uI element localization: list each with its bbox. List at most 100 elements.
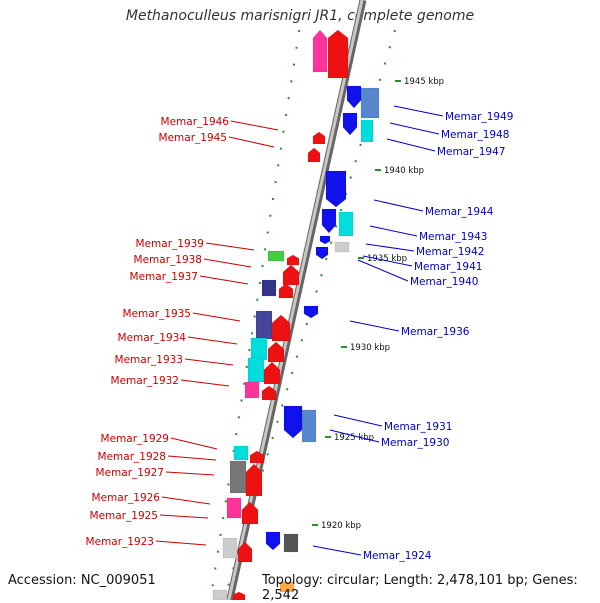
gene-shape — [261, 385, 277, 401]
gene-shape — [315, 246, 329, 260]
left-gene-label: Memar_1932 — [111, 375, 179, 387]
right-leader-line — [365, 243, 415, 252]
gene-shape — [279, 581, 295, 593]
left-leader-line — [165, 471, 215, 476]
left-gene-label: Memar_1933 — [115, 354, 183, 366]
gene-shape — [271, 314, 291, 342]
gene-shape — [360, 87, 380, 119]
left-leader-line — [184, 358, 234, 366]
gene-shape — [249, 450, 265, 464]
left-leader-line — [155, 540, 207, 546]
gene-shape — [282, 264, 300, 286]
left-gene-label: Memar_1945 — [159, 132, 227, 144]
scale-label: 1920 kbp — [321, 521, 361, 531]
left-leader-line — [192, 312, 241, 322]
left-leader-line — [228, 136, 275, 148]
right-leader-line — [393, 105, 444, 117]
right-gene-label: Memar_1924 — [363, 550, 432, 562]
topology-label: Topology: circular; Length: 2,478,101 bp… — [262, 573, 578, 603]
right-gene-label: Memar_1936 — [401, 326, 470, 338]
right-leader-line — [312, 545, 362, 556]
gene-shape — [303, 305, 319, 319]
right-leader-line — [362, 255, 413, 267]
left-leader-line — [203, 258, 252, 268]
right-gene-label: Memar_1947 — [437, 146, 505, 158]
gene-shape — [255, 310, 273, 340]
left-gene-label: Memar_1926 — [92, 492, 161, 504]
right-gene-label: Memar_1931 — [384, 421, 452, 433]
gene-shape — [325, 170, 347, 208]
left-leader-line — [230, 120, 279, 131]
gene-shape — [233, 445, 249, 461]
gene-shape — [319, 235, 331, 245]
right-gene-label: Memar_1940 — [410, 276, 478, 288]
left-gene-label: Memar_1929 — [101, 433, 169, 445]
gene-shape — [247, 357, 265, 383]
left-leader-line — [159, 514, 209, 519]
gene-shape — [261, 279, 277, 297]
gene-shape — [229, 460, 247, 494]
right-gene-label: Memar_1944 — [425, 206, 494, 218]
left-gene-label: Memar_1934 — [118, 332, 187, 344]
gene-shape — [267, 341, 285, 363]
left-leader-line — [180, 379, 230, 387]
right-leader-line — [369, 225, 418, 237]
right-gene-label: Memar_1942 — [416, 246, 484, 258]
gene-shape — [265, 531, 281, 551]
right-leader-line — [333, 414, 383, 427]
right-gene-label: Memar_1948 — [441, 129, 509, 141]
gene-shape — [250, 337, 268, 361]
scale-label: 1925 kbp — [334, 433, 374, 443]
left-leader-line — [187, 336, 238, 345]
right-gene-label: Memar_1943 — [419, 231, 487, 243]
gene-shape — [278, 283, 294, 299]
gene-shape — [245, 463, 263, 497]
gene-shape — [307, 147, 321, 163]
gene-shape — [312, 131, 326, 145]
left-gene-label: Memar_1935 — [123, 308, 191, 320]
scale-label: 1945 kbp — [404, 77, 444, 87]
gene-shape — [301, 409, 317, 443]
gene-shape — [226, 497, 242, 519]
gene-shape — [338, 211, 354, 237]
genome-title: Methanoculleus marisnigri JR1, complete … — [125, 8, 475, 24]
left-gene-label: Memar_1946 — [161, 116, 230, 128]
right-gene-label: Memar_1930 — [381, 437, 449, 449]
left-gene-label: Memar_1938 — [134, 254, 202, 266]
right-leader-line — [329, 429, 380, 443]
right-gene-label: Memar_1941 — [414, 261, 482, 273]
left-gene-label: Memar_1928 — [98, 451, 166, 463]
gene-shape — [342, 112, 358, 136]
gene-shape — [263, 361, 281, 385]
left-gene-label: Memar_1925 — [90, 510, 158, 522]
left-leader-line — [170, 437, 218, 450]
gene-shape — [237, 541, 253, 563]
gene-shape — [283, 405, 303, 439]
left-leader-line — [199, 275, 249, 285]
left-leader-line — [167, 455, 217, 461]
right-leader-line — [389, 122, 440, 135]
gene-shape — [286, 254, 300, 266]
scale-label: 1935 kbp — [367, 254, 407, 264]
left-gene-label: Memar_1927 — [96, 467, 164, 479]
gene-shape — [321, 208, 337, 234]
scale-label: 1940 kbp — [384, 166, 424, 176]
gene-shape — [244, 381, 260, 399]
gene-shape — [232, 591, 246, 600]
gene-shape — [283, 533, 299, 553]
gene-shape — [327, 29, 349, 79]
gene-shape — [212, 589, 228, 600]
right-leader-line — [349, 320, 400, 332]
left-leader-line — [205, 242, 255, 251]
right-gene-label: Memar_1949 — [445, 111, 513, 123]
left-gene-label: Memar_1937 — [130, 271, 198, 283]
right-leader-line — [357, 259, 409, 282]
gene-shape — [222, 537, 238, 559]
accession-label: Accession: NC_009051 — [8, 573, 156, 588]
right-leader-line — [386, 138, 436, 152]
right-leader-line — [373, 199, 424, 212]
gene-shape — [346, 85, 362, 109]
gene-shape — [312, 29, 328, 73]
left-gene-label: Memar_1939 — [136, 238, 204, 250]
